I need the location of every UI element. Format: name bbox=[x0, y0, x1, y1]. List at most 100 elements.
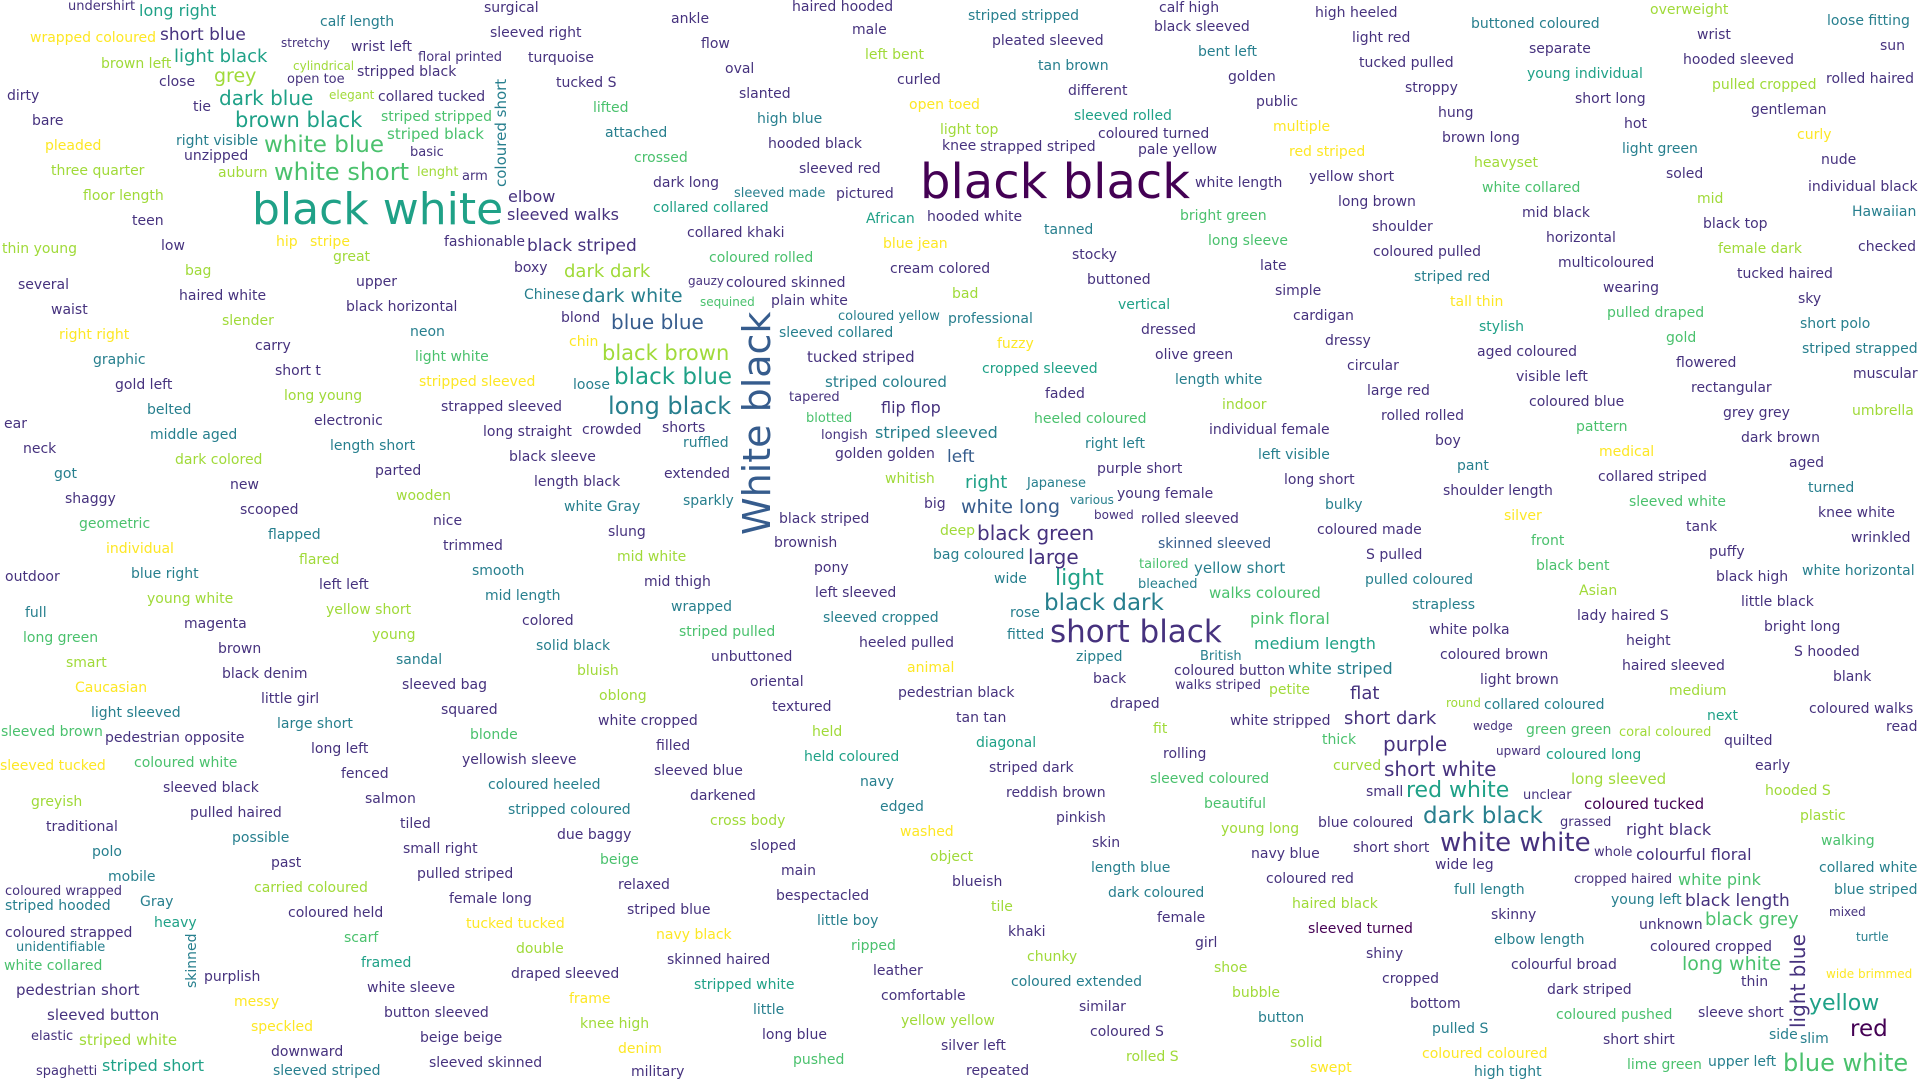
cloud-word: rolling bbox=[1163, 746, 1207, 762]
cloud-word: light white bbox=[415, 349, 489, 365]
cloud-word: pulled coloured bbox=[1365, 572, 1474, 588]
cloud-word: skinned bbox=[184, 933, 200, 988]
cloud-word: nude bbox=[1821, 152, 1857, 168]
cloud-word: whitish bbox=[885, 471, 935, 487]
cloud-word: haired hooded bbox=[792, 0, 894, 15]
cloud-word: tailored bbox=[1139, 557, 1189, 572]
cloud-word: Asian bbox=[1579, 583, 1618, 599]
cloud-word: puffy bbox=[1709, 544, 1745, 560]
cloud-word: silver left bbox=[941, 1038, 1006, 1054]
cloud-word: floral printed bbox=[418, 50, 502, 65]
cloud-word: darkened bbox=[690, 788, 756, 804]
cloud-word: black grey bbox=[1705, 909, 1799, 930]
cloud-word: trimmed bbox=[443, 538, 503, 554]
cloud-word: coloured red bbox=[1266, 871, 1354, 887]
cloud-word: pulled cropped bbox=[1712, 77, 1817, 93]
cloud-word: squared bbox=[441, 702, 498, 718]
cloud-word: pedestrian opposite bbox=[105, 730, 245, 746]
cloud-word: electronic bbox=[314, 413, 383, 429]
cloud-word: striped coloured bbox=[825, 373, 947, 391]
cloud-word: lime green bbox=[1627, 1057, 1702, 1073]
cloud-word: medium bbox=[1669, 683, 1727, 699]
cloud-word: white short bbox=[274, 158, 409, 186]
cloud-word: bag coloured bbox=[933, 547, 1025, 563]
cloud-word: indoor bbox=[1222, 397, 1267, 413]
cloud-word: separate bbox=[1529, 41, 1591, 57]
cloud-word: mixed bbox=[1829, 905, 1866, 919]
cloud-word: red white bbox=[1406, 778, 1510, 803]
cloud-word: coloured rolled bbox=[709, 250, 814, 266]
cloud-word: navy blue bbox=[1251, 846, 1320, 862]
cloud-word: visible left bbox=[1516, 369, 1588, 385]
cloud-word: brown black bbox=[235, 108, 363, 132]
cloud-word: full bbox=[25, 605, 47, 621]
cloud-word: golden bbox=[1228, 69, 1276, 85]
cloud-word: stroppy bbox=[1405, 80, 1458, 96]
cloud-word: parted bbox=[375, 463, 422, 479]
cloud-word: short long bbox=[1575, 91, 1646, 107]
cloud-word: cropped haired bbox=[1574, 872, 1673, 887]
cloud-word: great bbox=[333, 249, 371, 265]
cloud-word: white collared bbox=[1482, 180, 1581, 196]
cloud-word: long white bbox=[1682, 953, 1782, 975]
cloud-word: unknown bbox=[1639, 917, 1703, 933]
cloud-word: sleeved brown bbox=[1, 724, 103, 740]
cloud-word: light blue bbox=[1786, 934, 1810, 1028]
cloud-word: wrapped coloured bbox=[30, 30, 157, 46]
cloud-word: high tight bbox=[1474, 1064, 1542, 1080]
cloud-word: mid length bbox=[485, 588, 561, 604]
cloud-word: large short bbox=[277, 716, 353, 732]
cloud-word: walking bbox=[1821, 833, 1875, 849]
cloud-word: unbuttoned bbox=[711, 649, 793, 665]
cloud-word: stripe bbox=[310, 234, 350, 250]
cloud-word: Gray bbox=[140, 894, 174, 910]
cloud-word: black length bbox=[1685, 891, 1790, 911]
cloud-word: crossed bbox=[634, 150, 688, 166]
cloud-word: arm bbox=[462, 169, 488, 184]
cloud-word: beige bbox=[600, 852, 639, 868]
cloud-word: zipped bbox=[1076, 649, 1123, 665]
cloud-word: floor length bbox=[83, 188, 164, 204]
cloud-word: length white bbox=[1175, 372, 1263, 388]
cloud-word: light green bbox=[1622, 141, 1698, 157]
cloud-word: auburn bbox=[218, 165, 268, 181]
cloud-word: coloured turned bbox=[1098, 126, 1210, 142]
cloud-word: plain white bbox=[771, 293, 848, 309]
cloud-word: young bbox=[372, 627, 416, 643]
cloud-word: striped pulled bbox=[679, 624, 776, 640]
cloud-word: white blue bbox=[264, 132, 384, 158]
cloud-word: sloped bbox=[750, 838, 797, 854]
cloud-word: coloured yellow bbox=[838, 309, 940, 324]
cloud-word: tucked pulled bbox=[1359, 55, 1454, 71]
cloud-word: due baggy bbox=[557, 827, 632, 843]
cloud-word: tucked tucked bbox=[466, 916, 565, 932]
cloud-word: grey bbox=[214, 65, 257, 87]
cloud-word: belted bbox=[147, 402, 192, 418]
cloud-word: rolled S bbox=[1126, 1049, 1179, 1065]
cloud-word: African bbox=[866, 211, 915, 227]
cloud-word: haired white bbox=[179, 288, 267, 304]
cloud-word: dark white bbox=[582, 285, 683, 307]
cloud-word: pleated sleeved bbox=[992, 33, 1104, 49]
cloud-word: mobile bbox=[108, 869, 156, 885]
cloud-word: short shirt bbox=[1603, 1032, 1675, 1048]
cloud-word: shiny bbox=[1366, 946, 1404, 962]
cloud-word: tan tan bbox=[956, 710, 1007, 726]
cloud-word: light brown bbox=[1480, 672, 1559, 688]
cloud-word: rectangular bbox=[1691, 380, 1772, 396]
cloud-word: white sleeve bbox=[367, 980, 456, 996]
cloud-word: sky bbox=[1798, 291, 1822, 307]
cloud-word: upward bbox=[1496, 744, 1541, 758]
cloud-word: blue coloured bbox=[1318, 815, 1414, 831]
cloud-word: red bbox=[1850, 1016, 1888, 1042]
cloud-word: dirty bbox=[7, 88, 40, 104]
cloud-word: thin bbox=[1741, 974, 1769, 990]
cloud-word: simple bbox=[1275, 283, 1322, 299]
cloud-word: coloured brown bbox=[1440, 647, 1549, 663]
cloud-word: short white bbox=[1384, 757, 1497, 781]
cloud-word: chunky bbox=[1027, 949, 1078, 965]
cloud-word: shoulder bbox=[1372, 219, 1433, 235]
cloud-word: bad bbox=[952, 286, 979, 302]
cloud-word: collared white bbox=[1819, 860, 1918, 876]
cloud-word: hip bbox=[276, 234, 298, 250]
